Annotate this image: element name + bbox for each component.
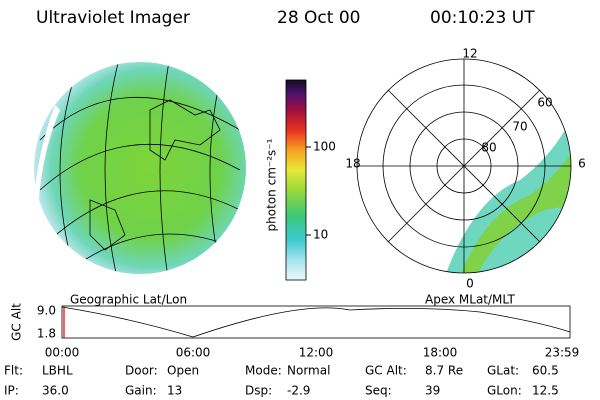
right-panel-label: Apex MLat/MLT	[425, 293, 515, 307]
altitude-xtick: 12:00	[299, 346, 334, 360]
lat-label: 70	[512, 120, 527, 134]
polar-image	[356, 58, 572, 274]
status-value: LBHL	[42, 364, 73, 378]
altitude-xtick: 00:00	[45, 346, 80, 360]
status-label: IP:	[4, 384, 19, 398]
mlt-label: 0	[466, 277, 474, 291]
colorbar-label: photon cm⁻²s⁻¹	[265, 138, 279, 231]
title: Ultraviolet Imager	[36, 8, 190, 28]
status-label: Door:	[125, 364, 158, 378]
altitude-xtick: 23:59	[545, 346, 580, 360]
altitude-xtick: 18:00	[423, 346, 458, 360]
status-label: GC Alt:	[365, 364, 407, 378]
status-value: Normal	[287, 364, 330, 378]
left-panel-label: Geographic Lat/Lon	[70, 293, 187, 307]
colorbar-tick-label: 10	[313, 228, 328, 242]
status-value: -2.9	[287, 384, 310, 398]
altitude-frame	[61, 305, 571, 339]
status-label: GLat:	[487, 364, 519, 378]
altitude-ylabel: GC Alt	[10, 303, 24, 341]
status-label: Mode:	[245, 364, 282, 378]
status-panel: Flt: LBHL Door: Open Mode: Normal GC Alt: 8.7 R…	[4, 364, 559, 398]
colorbar-tick-label: 100	[313, 140, 336, 154]
altitude-ytick: 1.8	[37, 327, 56, 341]
lat-label: 60	[537, 96, 552, 110]
status-label: Gain:	[125, 384, 157, 398]
status-value: 12.5	[532, 384, 559, 398]
mlt-label: 12	[462, 47, 477, 61]
status-value: 36.0	[42, 384, 69, 398]
status-label: Seq:	[365, 384, 392, 398]
status-value: 39	[425, 384, 440, 398]
mlt-label: 6	[578, 157, 586, 171]
time: 00:10:23 UT	[430, 8, 535, 28]
status-value: Open	[167, 364, 199, 378]
globe-image	[32, 62, 246, 280]
status-value: 60.5	[532, 364, 559, 378]
status-label: Flt:	[4, 364, 23, 378]
status-label: GLon:	[487, 384, 522, 398]
altitude-xtick: 06:00	[176, 346, 211, 360]
lat-label: 80	[481, 141, 496, 155]
status-label: Dsp:	[245, 384, 272, 398]
altitude-ytick: 9.0	[37, 304, 56, 318]
colorbar	[285, 79, 307, 281]
status-value: 13	[167, 384, 182, 398]
altitude-curve	[61, 306, 571, 338]
mlt-label: 18	[345, 157, 360, 171]
date: 28 Oct 00	[277, 8, 360, 28]
status-value: 8.7 Re	[425, 364, 463, 378]
